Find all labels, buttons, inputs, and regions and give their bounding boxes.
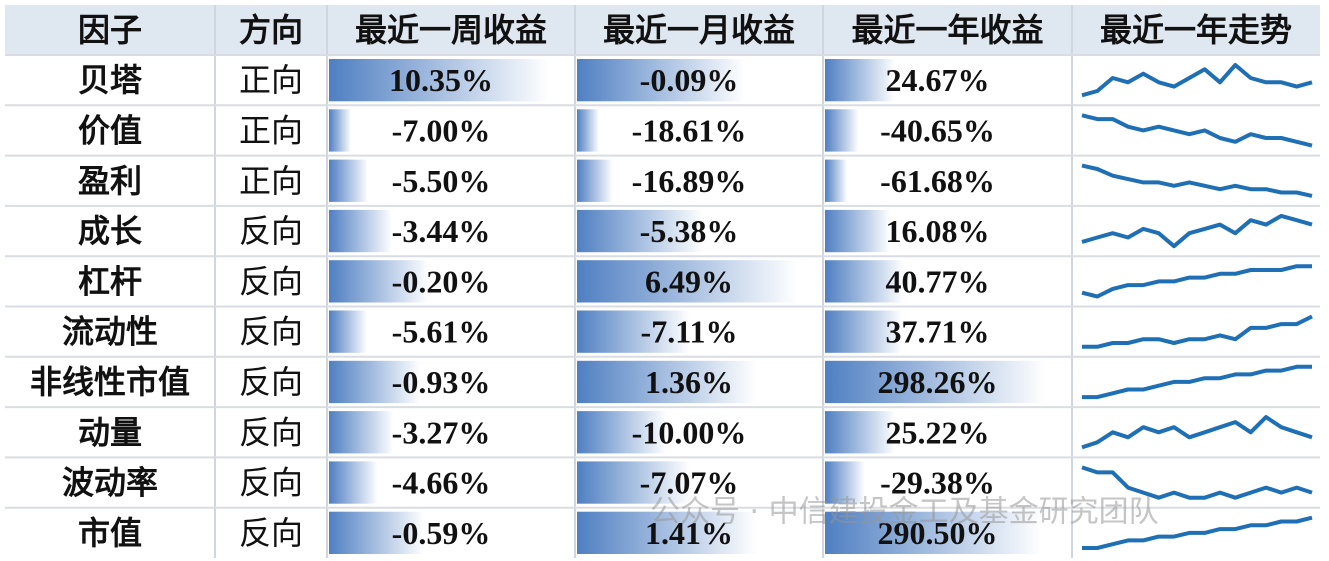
data-bar: [329, 109, 351, 152]
header-cell: 最近一周收益: [355, 12, 547, 48]
header-cell: 最近一年走势: [1100, 12, 1292, 48]
dir: 正向: [239, 163, 303, 199]
sparkline: [1082, 515, 1313, 550]
value: 37.71%: [886, 314, 990, 350]
factor: 流动性: [62, 314, 158, 350]
value: -10.00%: [632, 414, 747, 450]
value: -0.09%: [640, 62, 739, 98]
value: 24.67%: [886, 62, 990, 98]
dir: 反向: [239, 364, 303, 400]
value: 16.08%: [886, 213, 990, 249]
value: -61.68%: [880, 163, 995, 199]
data-bar: [329, 260, 429, 303]
data-bar: [577, 260, 797, 303]
value: 290.50%: [878, 515, 998, 551]
dir: 反向: [239, 263, 303, 299]
sparkline: [1081, 415, 1313, 450]
data-bar: [825, 209, 891, 253]
data-bar: [329, 461, 378, 504]
data-bar: [825, 109, 859, 152]
value: -0.59%: [392, 515, 491, 551]
factor: 波动率: [62, 465, 158, 501]
value: -3.44%: [392, 213, 491, 249]
header-cell: 最近一月收益: [603, 12, 795, 48]
data-bar: [329, 310, 367, 353]
value: 40.77%: [886, 263, 990, 299]
sparkline: [1081, 264, 1312, 299]
value: -7.07%: [640, 465, 739, 501]
value: -5.50%: [392, 163, 491, 199]
data-bar: [329, 411, 394, 454]
value: -3.27%: [392, 414, 491, 450]
data-bar: [329, 159, 369, 202]
factor: 盈利: [78, 163, 142, 199]
sparkline: [1081, 113, 1313, 148]
value: 298.26%: [878, 364, 998, 400]
data-bar: [825, 310, 903, 353]
sparkline: [1082, 314, 1313, 349]
sparkline: [1081, 213, 1313, 249]
dir: 正向: [239, 112, 303, 148]
sparkline: [1081, 163, 1313, 198]
data-bar: [577, 360, 757, 404]
data-bar: [577, 209, 704, 253]
data-bar: [825, 159, 848, 202]
data-bar: [825, 360, 1046, 404]
dir: 正向: [239, 62, 303, 98]
value: 10.35%: [389, 62, 493, 98]
data-bar: [577, 310, 690, 353]
data-bar: [577, 461, 691, 504]
data-bar: [825, 59, 895, 102]
data-bar: [825, 511, 1042, 554]
dir: 反向: [239, 314, 303, 350]
value: -7.00%: [392, 112, 491, 148]
factor: 贝塔: [78, 62, 143, 98]
data-bar: [577, 159, 613, 202]
header-cell: 方向: [239, 12, 303, 48]
dir: 反向: [239, 515, 303, 551]
data-bar: [329, 209, 392, 253]
value: -5.38%: [640, 213, 739, 249]
sparkline: [1082, 364, 1312, 400]
dir: 反向: [239, 465, 303, 501]
header-cell: 因子: [78, 12, 142, 48]
watermark: 公众号 · 中信建投金工及基金研究团队: [650, 495, 1159, 530]
data-bar: [825, 260, 904, 303]
data-bar: [825, 411, 896, 454]
factor: 杠杆: [78, 263, 142, 299]
dir: 反向: [239, 213, 303, 249]
header-bg: [5, 5, 1320, 55]
data-bar: [577, 511, 757, 554]
value: 1.36%: [645, 364, 733, 400]
dir: 反向: [239, 414, 303, 450]
factor: 非线性市值: [30, 364, 190, 400]
value: 25.22%: [886, 414, 990, 450]
factor: 成长: [78, 213, 142, 249]
data-bar: [329, 360, 421, 404]
value: -4.66%: [392, 465, 491, 501]
factor: 市值: [78, 515, 142, 551]
value: 6.49%: [645, 263, 733, 299]
value: -7.11%: [641, 314, 738, 350]
factor: 动量: [78, 414, 142, 450]
factor: 价值: [78, 112, 142, 148]
value: -18.61%: [632, 112, 747, 148]
value: -5.61%: [392, 314, 491, 350]
data-bar: [825, 461, 865, 504]
data-bar: [577, 109, 599, 152]
header-cell: 最近一年收益: [851, 12, 1043, 48]
value: -29.38%: [880, 465, 995, 501]
data-bar: [577, 59, 746, 102]
data-bar: [577, 411, 667, 454]
value: 1.41%: [645, 515, 733, 551]
value: -0.20%: [392, 263, 491, 299]
data-bar: [329, 511, 425, 554]
sparkline: [1081, 465, 1313, 500]
value: -0.93%: [392, 364, 491, 400]
data-bar: [329, 59, 549, 102]
sparkline: [1081, 63, 1313, 98]
value: -16.89%: [632, 163, 747, 199]
value: -40.65%: [880, 112, 995, 148]
